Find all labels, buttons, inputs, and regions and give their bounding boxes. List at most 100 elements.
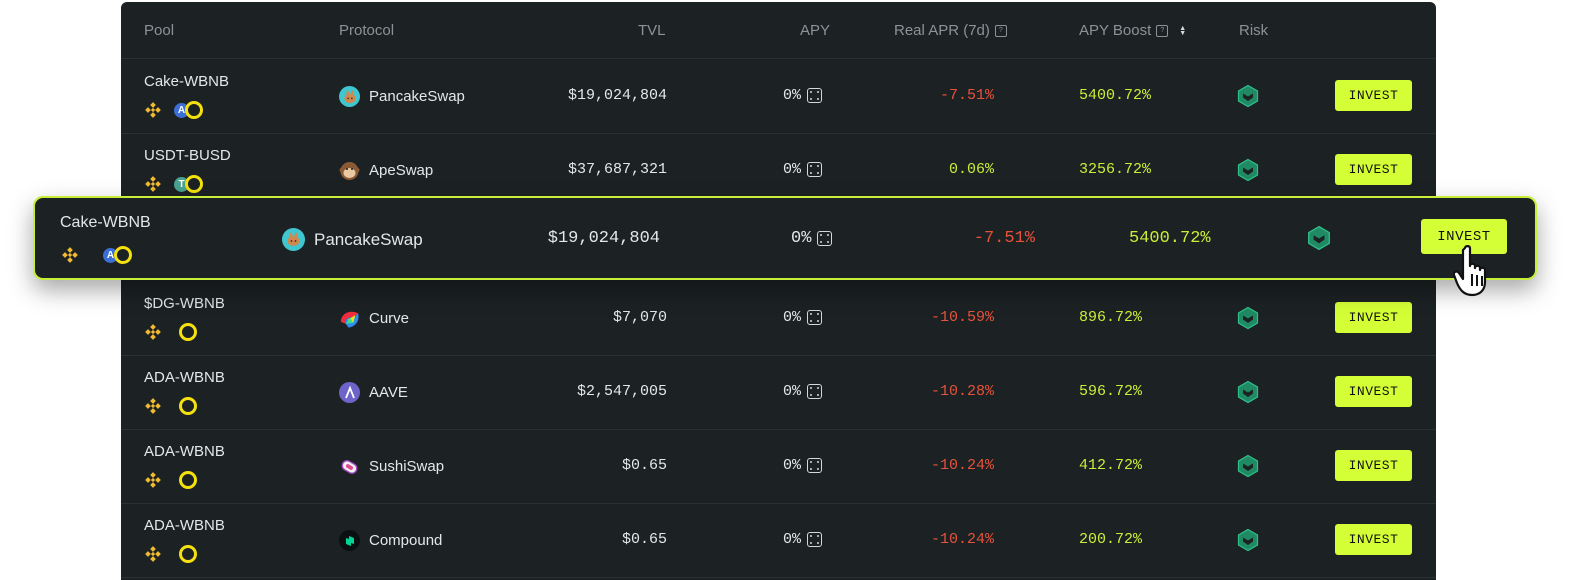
invest-button[interactable]: INVEST bbox=[1335, 450, 1412, 481]
table-header: Pool Protocol TVL APY Real APR (7d) ? AP… bbox=[121, 2, 1436, 59]
sort-icon[interactable]: ▲ ▼ bbox=[1179, 24, 1187, 37]
hand-pointer-cursor-icon bbox=[1452, 244, 1507, 305]
protocol: PancakeSwap bbox=[282, 228, 423, 251]
header-apy-boost[interactable]: APY Boost ? ▲ ▼ bbox=[1079, 22, 1186, 39]
pool-chains bbox=[144, 545, 197, 563]
token-icon: T bbox=[174, 175, 203, 193]
invest-button[interactable]: INVEST bbox=[1335, 80, 1412, 111]
risk-shield-icon bbox=[1236, 306, 1260, 335]
token-icon bbox=[179, 545, 197, 563]
apy-text: 0% bbox=[783, 309, 802, 326]
token-ring-icon bbox=[114, 246, 132, 264]
dice-icon[interactable] bbox=[817, 231, 833, 246]
apy-value: 0% bbox=[791, 229, 833, 248]
apy-boost-value: 896.72% bbox=[1079, 309, 1143, 326]
token-ring-icon bbox=[185, 175, 203, 193]
tvl-value: $19,024,804 bbox=[547, 229, 660, 248]
bnb-chain-icon bbox=[144, 397, 162, 415]
apy-text: 0% bbox=[783, 383, 802, 400]
curve-logo-icon bbox=[339, 308, 360, 329]
token-ring-icon bbox=[179, 471, 197, 489]
header-apy[interactable]: APY bbox=[800, 22, 831, 39]
apy-value: 0% bbox=[783, 457, 823, 474]
apy-text: 0% bbox=[783, 457, 802, 474]
tvl-value: $0.65 bbox=[621, 457, 667, 474]
apy-boost-value: 596.72% bbox=[1079, 383, 1143, 400]
bnb-chain-icon bbox=[144, 471, 162, 489]
dice-icon[interactable] bbox=[807, 532, 823, 547]
pool-chains: A bbox=[144, 101, 203, 119]
pool-name: ADA-WBNB bbox=[144, 369, 225, 386]
token-icon bbox=[179, 471, 197, 489]
highlighted-row[interactable]: Cake-WBNB A PancakeSwap $19,024,804 0% -… bbox=[33, 196, 1537, 280]
header-tvl[interactable]: TVL bbox=[638, 22, 666, 39]
real-apr-value: -10.24% bbox=[930, 457, 994, 474]
token-icon bbox=[179, 397, 197, 415]
table-row[interactable]: ADA-WBNB Compound $0.65 0% -10.24% 200.7… bbox=[121, 503, 1436, 578]
header-real-apr-label: Real APR (7d) bbox=[894, 22, 990, 39]
protocol-name: Curve bbox=[369, 310, 410, 327]
dice-icon[interactable] bbox=[807, 88, 823, 103]
table-row[interactable]: ADA-WBNB AAVE $2,547,005 0% -10.28% 596.… bbox=[121, 355, 1436, 430]
risk-shield-icon bbox=[1236, 454, 1260, 483]
table-row[interactable]: ADA-WBNB SushiSwap $0.65 0% -10.24% 412.… bbox=[121, 429, 1436, 504]
dice-icon[interactable] bbox=[807, 458, 823, 473]
real-apr-value: -7.51% bbox=[973, 229, 1035, 248]
risk-shield-icon bbox=[1236, 380, 1260, 409]
protocol: Curve bbox=[339, 308, 409, 329]
pool-name: Cake-WBNB bbox=[60, 214, 151, 231]
apy-boost-value: 5400.72% bbox=[1079, 87, 1152, 104]
pool-chains bbox=[144, 323, 197, 341]
apeswap-logo-icon bbox=[339, 160, 360, 181]
header-risk[interactable]: Risk bbox=[1239, 22, 1269, 39]
token-icon: A bbox=[174, 101, 203, 119]
bnb-chain-icon bbox=[144, 101, 162, 119]
invest-button[interactable]: INVEST bbox=[1335, 154, 1412, 185]
pancakeswap-logo-icon bbox=[282, 228, 305, 251]
header-pool[interactable]: Pool bbox=[144, 22, 175, 39]
risk-shield-icon bbox=[1236, 528, 1260, 557]
apy-boost-value: 5400.72% bbox=[1129, 229, 1211, 248]
header-apy-boost-label: APY Boost bbox=[1079, 22, 1152, 39]
invest-button[interactable]: INVEST bbox=[1335, 376, 1412, 407]
dice-icon[interactable] bbox=[807, 384, 823, 399]
protocol-name: PancakeSwap bbox=[369, 88, 465, 105]
protocol: Compound bbox=[339, 530, 442, 551]
token-ring-icon bbox=[179, 397, 197, 415]
tvl-value: $0.65 bbox=[621, 531, 667, 548]
table-row[interactable]: Cake-WBNB A PancakeSwap $19,024,804 0% -… bbox=[121, 59, 1436, 134]
protocol-name: PancakeSwap bbox=[314, 229, 423, 249]
pool-chains: T bbox=[144, 175, 203, 193]
bnb-chain-icon bbox=[144, 175, 162, 193]
apy-text: 0% bbox=[783, 161, 802, 178]
invest-button[interactable]: INVEST bbox=[1335, 524, 1412, 555]
dice-icon[interactable] bbox=[807, 162, 823, 177]
token-ring-icon bbox=[179, 545, 197, 563]
header-protocol[interactable]: Protocol bbox=[339, 22, 395, 39]
apy-boost-value: 3256.72% bbox=[1079, 161, 1152, 178]
pancakeswap-logo-icon bbox=[339, 86, 360, 107]
apy-text: 0% bbox=[783, 87, 802, 104]
protocol: ApeSwap bbox=[339, 160, 433, 181]
apy-value: 0% bbox=[783, 531, 823, 548]
protocol-name: AAVE bbox=[369, 384, 408, 401]
apy-value: 0% bbox=[783, 383, 823, 400]
invest-button[interactable]: INVEST bbox=[1421, 219, 1507, 254]
real-apr-value: 0.06% bbox=[948, 161, 994, 178]
help-icon[interactable]: ? bbox=[994, 24, 1007, 37]
header-real-apr[interactable]: Real APR (7d) ? bbox=[894, 22, 1007, 39]
help-icon[interactable]: ? bbox=[1156, 24, 1169, 37]
protocol: SushiSwap bbox=[339, 456, 444, 477]
real-apr-value: -7.51% bbox=[939, 87, 994, 104]
pool-chains bbox=[144, 471, 197, 489]
risk-shield-icon bbox=[1236, 158, 1260, 187]
table-row[interactable]: $DG-WBNB Curve $7,070 0% -10.59% 896.72%… bbox=[121, 281, 1436, 356]
real-apr-value: -10.28% bbox=[930, 383, 994, 400]
protocol-name: Compound bbox=[369, 532, 443, 549]
dice-icon[interactable] bbox=[807, 310, 823, 325]
pool-chains: A bbox=[61, 246, 132, 264]
real-apr-value: -10.24% bbox=[930, 531, 994, 548]
invest-button[interactable]: INVEST bbox=[1335, 302, 1412, 333]
pool-name: USDT-BUSD bbox=[144, 147, 231, 164]
risk-shield-icon bbox=[1306, 225, 1332, 256]
